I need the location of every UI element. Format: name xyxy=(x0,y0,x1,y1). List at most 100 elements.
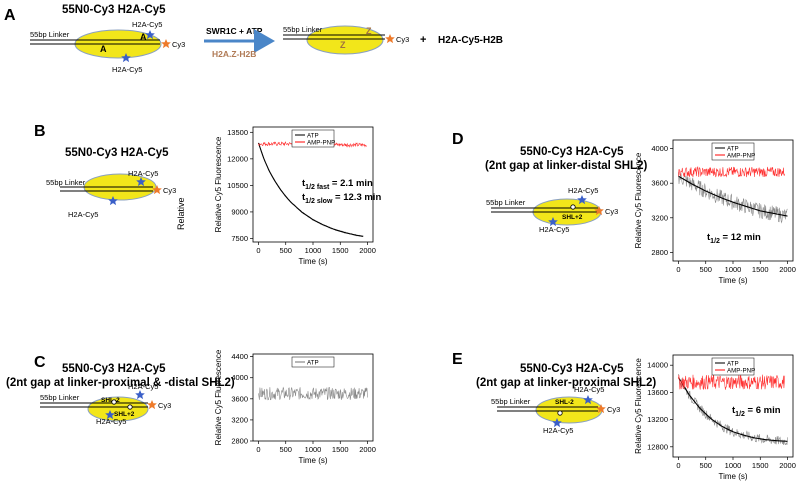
shl-label: SHL+2 xyxy=(114,411,135,418)
histone-label: Z xyxy=(340,40,346,50)
y-tick-label: 9000 xyxy=(231,207,248,216)
x-tick-label: 2000 xyxy=(779,461,796,470)
legend-box xyxy=(711,142,755,161)
cy3-star-icon xyxy=(147,400,157,410)
h2a-cy5-label: H2A-Cy5 xyxy=(132,20,162,29)
half-life-slow-label: t1/2 slow = 12.3 min xyxy=(302,192,381,205)
x-axis-label: Time (s) xyxy=(718,472,747,481)
series-trace-atp xyxy=(678,172,788,224)
plot-area xyxy=(678,373,788,446)
panel-e-title: 55N0-Cy3 H2A-Cy5 xyxy=(520,363,624,375)
h2a-cy5-label: H2A-Cy5 xyxy=(96,417,126,426)
panel-b: B 55N0-Cy3 H2A-Cy5 55bp Linker H2A-Cy5 H… xyxy=(34,123,381,266)
histone-label: Z xyxy=(366,26,372,36)
h2a-cy5-label: H2A-Cy5 xyxy=(539,225,569,234)
series-trace-amp-pnp xyxy=(678,374,786,390)
chart-panel-c: 0 500 1000 1500 2000 2800 3200 3600 4000 4400 Time… xyxy=(214,349,376,465)
chart-panel-d: 0 500 1000 1500 2000 2800 3200 3600 4000 Time (s)… xyxy=(634,139,796,285)
legend-item-label: ATP xyxy=(727,145,739,152)
gap-marker xyxy=(127,404,133,410)
chart-panel-e: 0 500 1000 1500 2000 12800 13200 13600 14000 Time… xyxy=(634,354,796,481)
y-tick-label: 13600 xyxy=(647,388,668,397)
cy3-label: Cy3 xyxy=(605,207,618,216)
series-fit-curve xyxy=(678,175,788,217)
panel-a-title: 55N0-Cy3 H2A-Cy5 xyxy=(62,4,166,16)
x-tick-label: 1000 xyxy=(305,445,322,454)
cy3-label: Cy3 xyxy=(158,401,171,410)
histone-label: A xyxy=(140,32,147,42)
x-tick-label: 0 xyxy=(676,461,680,470)
product-diagram: 55bp Linker Z Z Cy3 xyxy=(283,25,409,55)
linker-label: 55bp Linker xyxy=(30,30,70,39)
half-life-label: t1/2 = 6 min xyxy=(732,405,781,418)
y-tick-label: 10500 xyxy=(227,181,248,190)
h2a-cy5-label: H2A-Cy5 xyxy=(574,385,604,394)
cy3-label: Cy3 xyxy=(172,40,185,49)
h2a-cy5-label: H2A-Cy5 xyxy=(128,169,158,178)
y-axis-label: Relative Cy5 Fluorescence xyxy=(214,349,223,445)
y-tick-label: 3200 xyxy=(651,213,668,222)
gap-marker xyxy=(111,399,117,405)
released-dimer-label: H2A-Cy5-H2B xyxy=(438,35,503,46)
series-trace-atp xyxy=(678,373,788,446)
half-life-fast-label: t1/2 fast = 2.1 min xyxy=(302,178,373,191)
legend: ATP xyxy=(291,356,335,368)
x-tick-label: 500 xyxy=(279,246,292,255)
y-tick-label: 2800 xyxy=(651,248,668,257)
panel-a: A 55N0-Cy3 H2A-Cy5 55bp Linker H2A-Cy5 H… xyxy=(4,4,503,74)
shl-label: SHL-2 xyxy=(555,399,574,406)
x-tick-label: 1500 xyxy=(332,246,349,255)
reaction-substrate: H2A.Z-H2B xyxy=(212,49,256,59)
gap-marker xyxy=(557,410,563,416)
linker-label: 55bp Linker xyxy=(46,178,86,187)
series-trace-atp xyxy=(258,386,368,401)
x-tick-label: 500 xyxy=(279,445,292,454)
nucleosome-diagram: 55bp Linker H2A-Cy5 H2A-Cy5 Cy3 xyxy=(46,169,176,219)
x-tick-label: 1500 xyxy=(752,461,769,470)
h2a-cy5-label: H2A-Cy5 xyxy=(543,426,573,435)
series-trace-amp-pnp xyxy=(678,166,786,178)
x-tick-label: 0 xyxy=(256,246,260,255)
legend-box xyxy=(291,356,335,368)
panel-e: E 55N0-Cy3 H2A-Cy5 (2nt gap at linker-pr… xyxy=(452,351,796,481)
y-tick-label: 2800 xyxy=(231,437,248,446)
x-tick-label: 500 xyxy=(699,461,712,470)
panel-d: D 55N0-Cy3 H2A-Cy5 (2nt gap at linker-di… xyxy=(452,131,796,285)
y-axis-label: Relative Cy5 Fluorescence xyxy=(634,152,643,248)
cy3-star-icon xyxy=(161,39,171,49)
panel-c-subtitle: (2nt gap at linker-proximal & -distal SH… xyxy=(6,377,235,389)
y-tick-label: 13500 xyxy=(227,128,248,137)
legend-item-label: AMP-PNP xyxy=(727,367,755,374)
panel-e-subtitle: (2nt gap at linker-proximal SHL2) xyxy=(476,377,656,389)
panel-label-e: E xyxy=(452,351,463,368)
plot-area xyxy=(678,166,788,224)
y-tick-label: 4000 xyxy=(651,144,668,153)
series-fit-curve xyxy=(257,142,364,237)
h2a-cy5-label: H2A-Cy5 xyxy=(112,65,142,74)
y-tick-label: 4400 xyxy=(231,352,248,361)
legend-item-label: ATP xyxy=(307,132,319,139)
x-tick-label: 1000 xyxy=(725,265,742,274)
y-tick-label: 14000 xyxy=(647,361,668,370)
panel-c: C 55N0-Cy3 H2A-Cy5 (2nt gap at linker-pr… xyxy=(6,349,376,465)
h2a-cy5-label: H2A-Cy5 xyxy=(128,382,158,391)
chart-panel-b: 0 500 1000 1500 2000 7500 9000 10500 12000 13500 T… xyxy=(214,126,376,266)
legend-item-label: ATP xyxy=(727,360,739,367)
x-tick-label: 1500 xyxy=(332,445,349,454)
x-tick-label: 1000 xyxy=(305,246,322,255)
plot-area xyxy=(258,386,368,401)
y-tick-label: 3200 xyxy=(231,415,248,424)
x-tick-label: 1500 xyxy=(752,265,769,274)
y-tick-label: 12800 xyxy=(647,442,668,451)
h2a-cy5-label: H2A-Cy5 xyxy=(68,210,98,219)
y-tick-label: 4000 xyxy=(231,373,248,382)
nucleosome xyxy=(306,25,384,55)
cy3-label: Cy3 xyxy=(163,186,176,195)
legend-item-label: ATP xyxy=(307,359,319,366)
plus-sign: + xyxy=(420,34,426,46)
y-tick-label: 13200 xyxy=(647,415,668,424)
y-tick-label: 12000 xyxy=(227,154,248,163)
legend-box xyxy=(711,357,755,376)
